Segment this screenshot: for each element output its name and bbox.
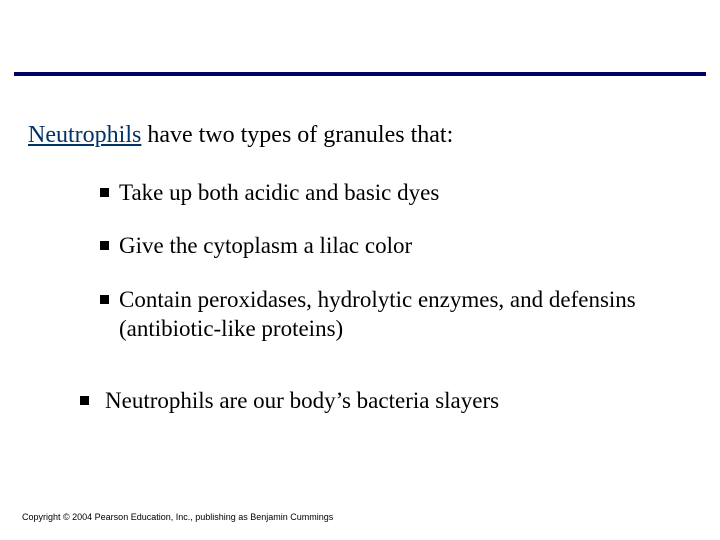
bullet-list-primary: Take up both acidic and basic dyes Give … (100, 178, 680, 344)
list-item: Neutrophils are our body’s bacteria slay… (80, 386, 680, 415)
list-item: Give the cytoplasm a lilac color (100, 231, 680, 260)
bullet-list-secondary: Neutrophils are our body’s bacteria slay… (80, 386, 680, 415)
horizontal-rule (14, 72, 706, 76)
list-item: Contain peroxidases, hydrolytic enzymes,… (100, 285, 680, 344)
square-bullet-icon (100, 241, 109, 250)
lead-keyword: Neutrophils (28, 122, 141, 148)
lead-sentence: Neutrophils have two types of granules t… (28, 120, 680, 150)
bullet-text: Give the cytoplasm a lilac color (119, 231, 412, 260)
copyright-text: Copyright © 2004 Pearson Education, Inc.… (22, 512, 333, 522)
square-bullet-icon (80, 396, 89, 405)
bullet-text: Contain peroxidases, hydrolytic enzymes,… (119, 285, 639, 344)
slide-content: Neutrophils have two types of granules t… (28, 120, 680, 415)
list-item: Take up both acidic and basic dyes (100, 178, 680, 207)
square-bullet-icon (100, 295, 109, 304)
lead-rest: have two types of granules that: (141, 122, 453, 148)
bullet-text: Neutrophils are our body’s bacteria slay… (105, 386, 499, 415)
bullet-text: Take up both acidic and basic dyes (119, 178, 439, 207)
square-bullet-icon (100, 188, 109, 197)
